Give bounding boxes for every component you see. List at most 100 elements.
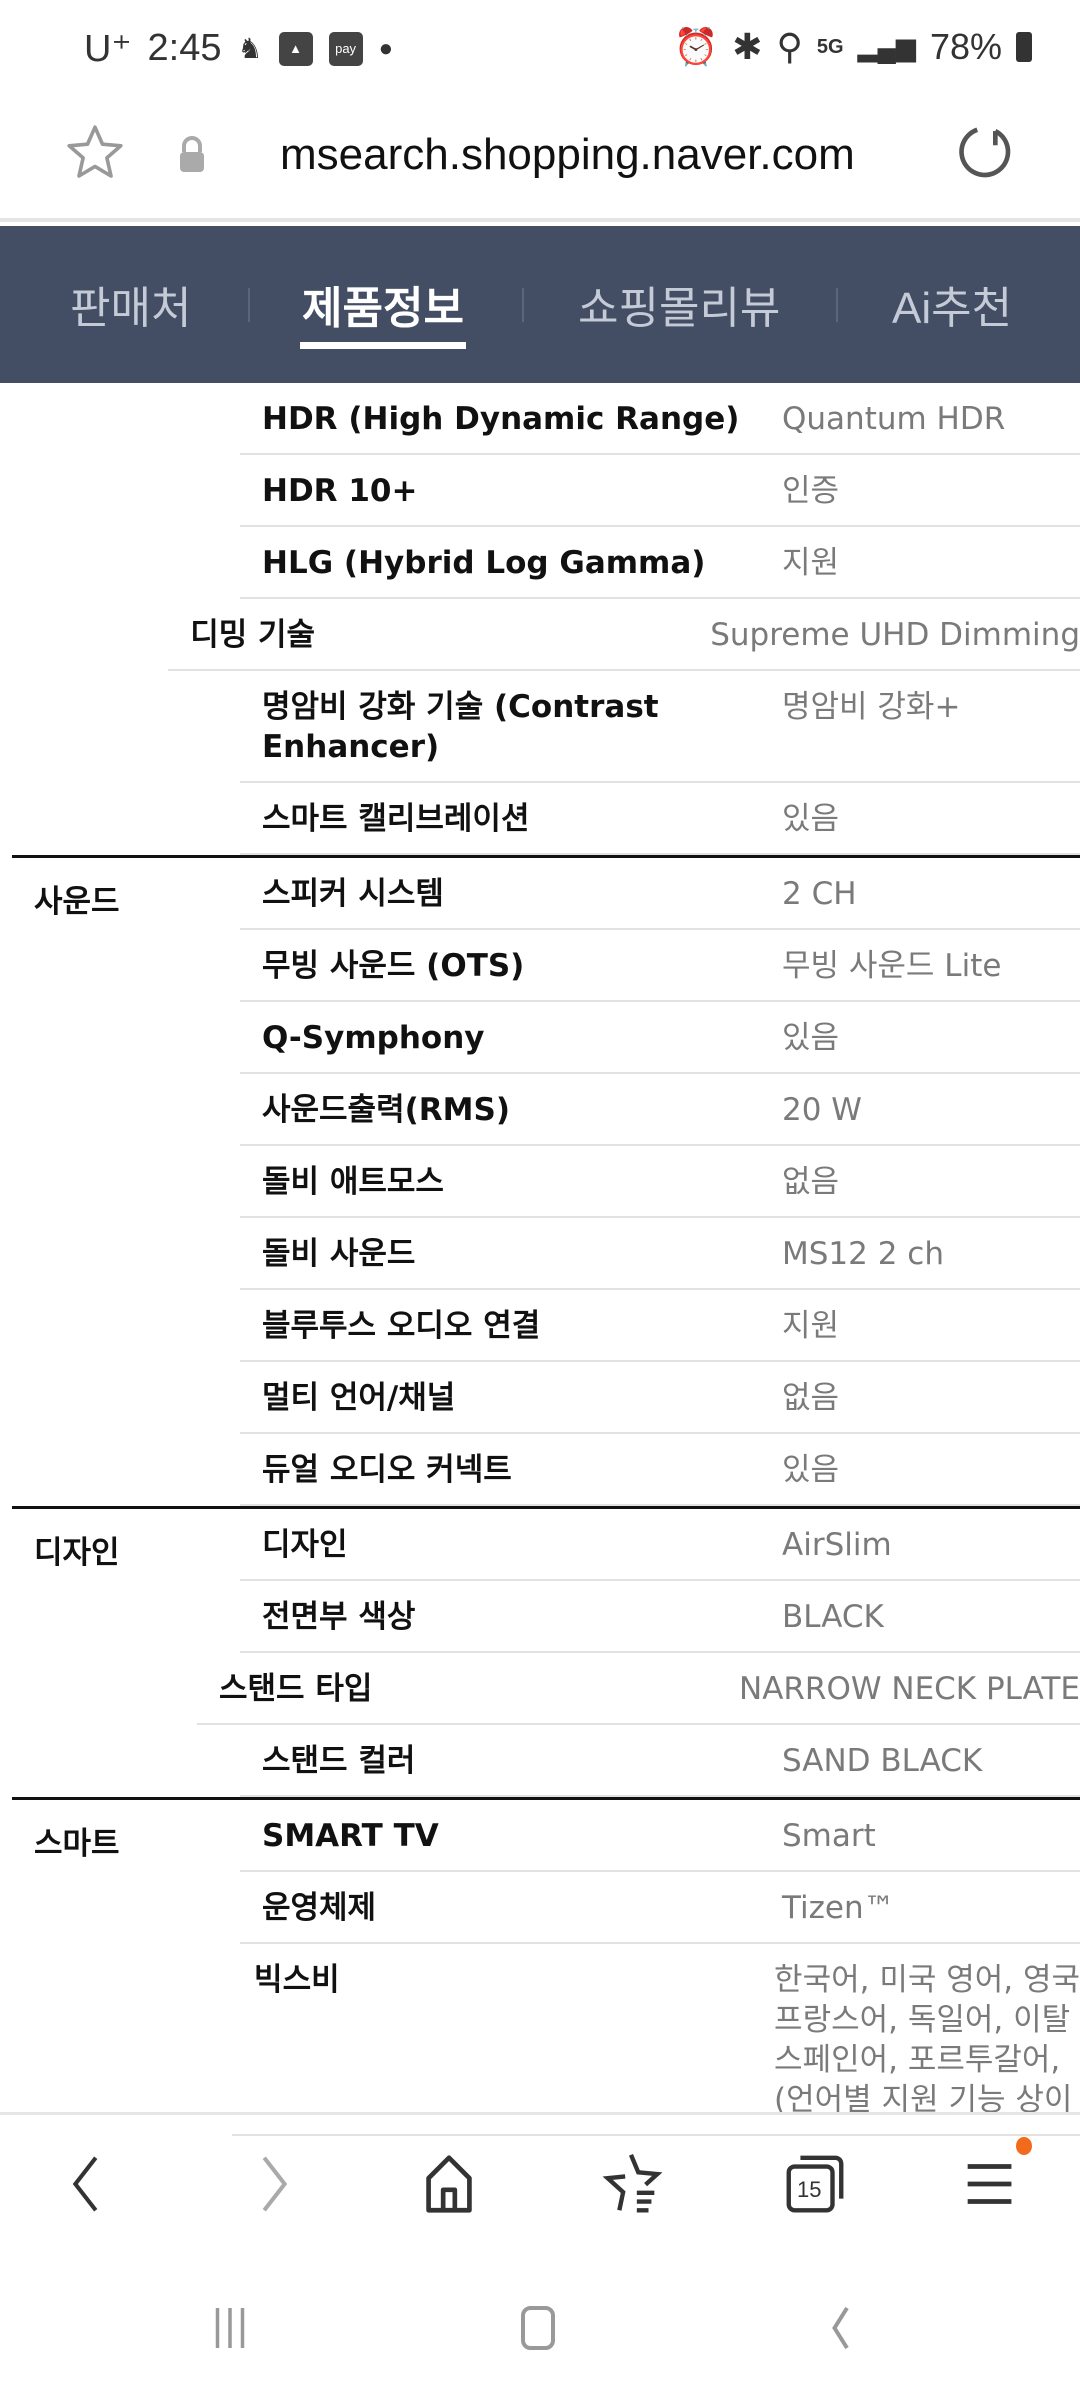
home-nav-icon[interactable]: [508, 2298, 568, 2358]
spec-label: 멀티 언어/채널: [262, 1380, 456, 1416]
recent-apps-icon[interactable]: [200, 2298, 260, 2358]
tab-sellers[interactable]: 판매처: [70, 284, 192, 333]
spec-label: 디자인: [262, 1527, 348, 1563]
alarm-icon: ⏰: [673, 26, 719, 67]
spec-label: 스피커 시스템: [262, 876, 444, 912]
spec-value: 무빙 사운드 Lite: [782, 948, 1002, 984]
address-bar[interactable]: msearch.shopping.naver.com: [0, 100, 1080, 222]
tab-mall-reviews[interactable]: 쇼핑몰리뷰: [578, 284, 781, 333]
bookmark-star-icon[interactable]: [64, 122, 126, 184]
table-row: 빅스비 한국어, 미국 영어, 영국 프랑스어, 독일어, 이탈 스페인어, 포르…: [12, 1944, 1080, 2136]
category-label: [12, 1002, 240, 1074]
spec-table: HDR (High Dynamic Range) Quantum HDR HDR 1…: [12, 383, 1080, 2136]
category-label: [12, 1146, 240, 1218]
divider: [248, 288, 250, 322]
back-icon[interactable]: [52, 2149, 122, 2219]
category-label: [12, 1362, 240, 1434]
spec-cell: 돌비 사운드 MS12 2 ch: [240, 1218, 1080, 1290]
gallery-icon: ▲: [278, 31, 313, 66]
spec-cell: 스탠드 타입 NARROW NECK PLATE: [197, 1653, 1080, 1725]
spec-value: 없음: [782, 1380, 840, 1416]
table-row: 스탠드 컬러 SAND BLACK: [12, 1725, 1080, 1797]
back-nav-icon[interactable]: [812, 2298, 872, 2358]
category-label: [12, 930, 240, 1002]
notification-icon: ♞: [237, 33, 263, 64]
spec-label: 사운드출력(RMS): [262, 1092, 510, 1128]
spec-value: 있음: [782, 1020, 840, 1056]
table-row: 스탠드 타입 NARROW NECK PLATE: [12, 1653, 1080, 1725]
spec-cell: 디자인 AirSlim: [240, 1509, 1080, 1581]
url-text[interactable]: msearch.shopping.naver.com: [280, 130, 855, 179]
spec-label: 명암비 강화 기술 (Contrast Enhancer): [262, 689, 659, 765]
bluetooth-icon: ✱: [732, 26, 763, 67]
spec-value: 지원: [782, 545, 840, 581]
category-label: [12, 383, 240, 455]
spec-cell: 스피커 시스템 2 CH: [240, 858, 1080, 930]
spec-label: HDR 10+: [262, 473, 418, 509]
table-row: 듀얼 오디오 커넥트 있음: [12, 1434, 1080, 1506]
category-label: [12, 527, 240, 599]
menu-button[interactable]: [956, 2137, 1032, 2219]
table-row: HDR (High Dynamic Range) Quantum HDR: [12, 383, 1080, 455]
spec-value: 명암비 강화+: [782, 689, 961, 725]
table-row: 스마트 캘리브레이션 있음: [12, 783, 1080, 855]
reload-icon[interactable]: [954, 122, 1016, 184]
pay-icon: pay: [328, 31, 363, 66]
forward-icon[interactable]: [238, 2149, 308, 2219]
spec-cell: 운영체제 Tizen™: [240, 1872, 1080, 1944]
spec-cell: 명암비 강화 기술 (Contrast Enhancer) 명암비 강화+: [240, 671, 1080, 783]
table-row: 스마트 SMART TV Smart: [12, 1797, 1080, 1872]
spec-cell: HDR 10+ 인증: [240, 455, 1080, 527]
spec-label: 무빙 사운드 (OTS): [262, 948, 525, 984]
notification-badge: [1016, 2137, 1032, 2155]
category-label: [12, 1725, 240, 1797]
tab-ai-recommend[interactable]: Ai추천: [892, 284, 1013, 333]
category-label: [12, 1872, 240, 1944]
spec-value: 있음: [782, 1452, 840, 1488]
spec-label: 스탠드 컬러: [262, 1743, 416, 1779]
spec-label: 전면부 색상: [262, 1599, 416, 1635]
spec-value: SAND BLACK: [782, 1743, 983, 1779]
tab-count: 15: [797, 2177, 822, 2202]
spec-label: 운영체제: [262, 1890, 377, 1926]
tabs-button[interactable]: 15: [780, 2149, 850, 2219]
category-label: [12, 1434, 240, 1506]
clock: 2:45: [147, 27, 222, 69]
spec-value: 한국어, 미국 영어, 영국 프랑스어, 독일어, 이탈 스페인어, 포르투갈어…: [774, 1962, 1080, 2118]
table-row: 디밍 기술 Supreme UHD Dimming: [12, 599, 1080, 671]
divider: [522, 288, 524, 322]
home-icon[interactable]: [414, 2149, 484, 2219]
spec-value: 20 W: [782, 1092, 862, 1128]
spec-cell: 디밍 기술 Supreme UHD Dimming: [168, 599, 1080, 671]
category-label: [12, 1653, 197, 1725]
category-label: [12, 1581, 240, 1653]
spec-label: 듀얼 오디오 커넥트: [262, 1452, 512, 1488]
spec-cell: HDR (High Dynamic Range) Quantum HDR: [240, 383, 1080, 455]
spec-cell: 전면부 색상 BLACK: [240, 1581, 1080, 1653]
spec-cell: 스마트 캘리브레이션 있음: [240, 783, 1080, 855]
table-row: 사운드출력(RMS) 20 W: [12, 1074, 1080, 1146]
spec-value: MS12 2 ch: [782, 1236, 944, 1272]
divider: [836, 288, 838, 322]
lock-icon[interactable]: [174, 134, 210, 174]
carrier: U⁺: [84, 28, 132, 70]
tab-product-info[interactable]: 제품정보: [300, 272, 466, 349]
battery-level: 78%: [929, 26, 1002, 67]
spec-value: 2 CH: [782, 876, 857, 912]
network-type: 5G: [816, 35, 844, 58]
spec-value: 있음: [782, 801, 840, 837]
spec-label: Q-Symphony: [262, 1020, 485, 1056]
spec-cell: SMART TV Smart: [240, 1800, 1080, 1872]
spec-cell: 돌비 애트모스 없음: [240, 1146, 1080, 1218]
menu-icon: [967, 2164, 1012, 2204]
tab-bar: 판매처 제품정보 쇼핑몰리뷰 Ai추천: [0, 226, 1080, 383]
table-row: HLG (Hybrid Log Gamma) 지원: [12, 527, 1080, 599]
spec-value: 없음: [782, 1164, 840, 1200]
spec-cell: Q-Symphony 있음: [240, 1002, 1080, 1074]
spec-value: BLACK: [782, 1599, 884, 1635]
spec-value: Supreme UHD Dimming: [710, 617, 1080, 653]
category-label: [12, 671, 240, 783]
category-label: 스마트: [34, 1826, 120, 1862]
bookmarks-icon[interactable]: [596, 2149, 666, 2219]
category-label: [12, 783, 240, 855]
